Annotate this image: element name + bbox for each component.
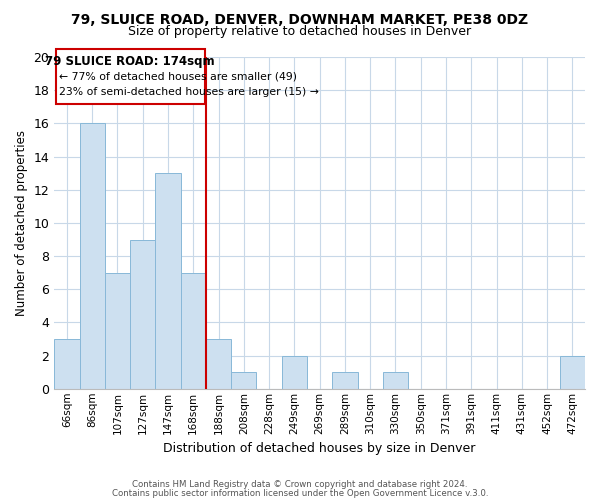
Bar	[206, 339, 231, 389]
Text: 79 SLUICE ROAD: 174sqm: 79 SLUICE ROAD: 174sqm	[45, 56, 215, 68]
Bar	[231, 372, 256, 389]
Text: 23% of semi-detached houses are larger (15) →: 23% of semi-detached houses are larger (…	[59, 87, 319, 97]
Text: 79, SLUICE ROAD, DENVER, DOWNHAM MARKET, PE38 0DZ: 79, SLUICE ROAD, DENVER, DOWNHAM MARKET,…	[71, 12, 529, 26]
Text: Contains HM Land Registry data © Crown copyright and database right 2024.: Contains HM Land Registry data © Crown c…	[132, 480, 468, 489]
X-axis label: Distribution of detached houses by size in Denver: Distribution of detached houses by size …	[163, 442, 476, 455]
Bar	[130, 240, 155, 389]
Bar	[80, 124, 105, 389]
Bar	[105, 272, 130, 389]
Bar	[383, 372, 408, 389]
Y-axis label: Number of detached properties: Number of detached properties	[15, 130, 28, 316]
Text: Contains public sector information licensed under the Open Government Licence v.: Contains public sector information licen…	[112, 488, 488, 498]
Bar	[54, 339, 80, 389]
Text: Size of property relative to detached houses in Denver: Size of property relative to detached ho…	[128, 25, 472, 38]
Bar	[282, 356, 307, 389]
Bar	[332, 372, 358, 389]
FancyBboxPatch shape	[56, 49, 205, 104]
Bar	[181, 272, 206, 389]
Bar	[155, 173, 181, 389]
Text: ← 77% of detached houses are smaller (49): ← 77% of detached houses are smaller (49…	[59, 71, 298, 81]
Bar	[560, 356, 585, 389]
